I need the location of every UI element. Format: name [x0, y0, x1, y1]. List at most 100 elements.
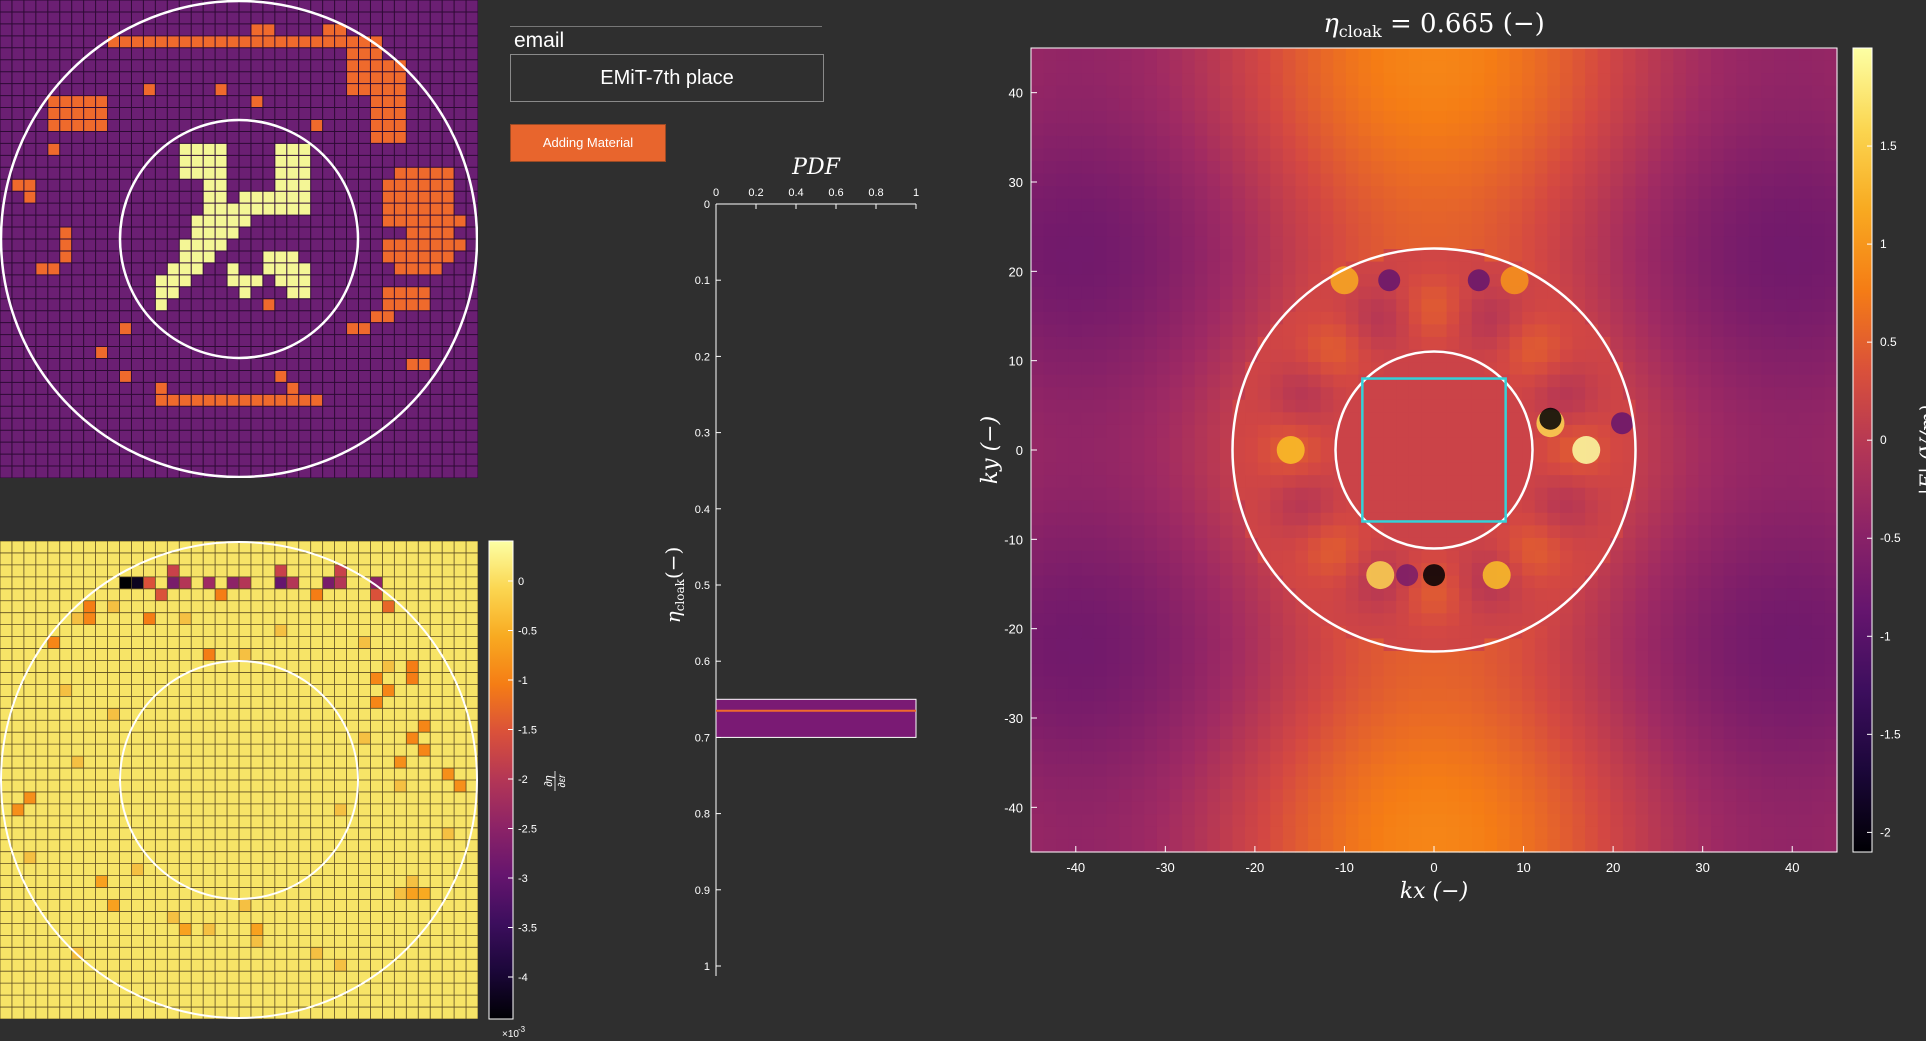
material-cell[interactable]	[418, 227, 431, 239]
material-cell[interactable]	[370, 35, 383, 48]
material-cell[interactable]	[47, 107, 60, 120]
material-cell[interactable]	[382, 203, 395, 216]
material-cell[interactable]	[442, 239, 455, 251]
material-cell[interactable]	[203, 35, 216, 48]
material-cell[interactable]	[23, 191, 36, 204]
material-cell[interactable]	[394, 119, 407, 132]
material-cell[interactable]	[47, 119, 60, 132]
material-cell[interactable]	[155, 394, 168, 407]
material-cell[interactable]	[23, 179, 36, 192]
material-cell[interactable]	[394, 71, 407, 84]
material-cell[interactable]	[250, 95, 263, 108]
material-cell[interactable]	[215, 83, 228, 96]
material-cell[interactable]	[71, 119, 84, 132]
material-cell[interactable]	[239, 35, 251, 48]
material-cell[interactable]	[382, 95, 395, 108]
material-cell[interactable]	[394, 250, 407, 263]
material-cell[interactable]	[406, 298, 419, 311]
material-cell[interactable]	[59, 107, 72, 120]
material-cell[interactable]	[370, 83, 383, 96]
material-cell[interactable]	[358, 83, 371, 96]
material-cell[interactable]	[442, 215, 455, 228]
material-cell[interactable]	[442, 227, 455, 239]
material-cell[interactable]	[406, 262, 419, 275]
material-cell[interactable]	[454, 215, 467, 228]
material-cell[interactable]	[334, 23, 347, 36]
material-cell[interactable]	[167, 35, 180, 48]
material-cell[interactable]	[382, 310, 395, 323]
material-cell[interactable]	[418, 286, 431, 299]
material-cell[interactable]	[418, 358, 431, 371]
material-cell[interactable]	[382, 239, 395, 251]
material-cell[interactable]	[262, 298, 275, 311]
material-cell[interactable]	[59, 119, 72, 132]
material-cell[interactable]	[95, 346, 108, 359]
material-cell[interactable]	[370, 131, 383, 144]
material-cell[interactable]	[286, 382, 299, 395]
material-cell[interactable]	[370, 119, 383, 132]
material-cell[interactable]	[382, 191, 395, 204]
material-cell[interactable]	[167, 394, 180, 407]
material-cell[interactable]	[370, 59, 383, 72]
material-cell[interactable]	[203, 394, 216, 407]
material-cell[interactable]	[382, 298, 395, 311]
material-cell[interactable]	[442, 203, 455, 216]
material-cell[interactable]	[394, 167, 407, 180]
material-cell[interactable]	[11, 179, 24, 192]
material-cell[interactable]	[394, 95, 407, 108]
material-cell[interactable]	[370, 71, 383, 84]
material-cell[interactable]	[418, 239, 431, 251]
material-cell[interactable]	[430, 262, 443, 275]
material-cell[interactable]	[382, 179, 395, 192]
material-cell[interactable]	[382, 59, 395, 72]
material-design-grid[interactable]	[0, 0, 478, 478]
material-cell[interactable]	[382, 107, 395, 120]
material-cell[interactable]	[394, 215, 407, 228]
material-cell[interactable]	[47, 262, 60, 275]
adding-material-button[interactable]: Adding Material	[510, 124, 666, 162]
material-cell[interactable]	[95, 95, 108, 108]
material-cell[interactable]	[95, 119, 108, 132]
material-cell[interactable]	[358, 71, 371, 84]
material-cell[interactable]	[370, 95, 383, 108]
material-cell[interactable]	[274, 394, 287, 407]
material-cell[interactable]	[215, 394, 228, 407]
material-cell[interactable]	[358, 35, 371, 48]
material-cell[interactable]	[143, 35, 156, 48]
material-cell[interactable]	[310, 394, 323, 407]
material-cell[interactable]	[274, 370, 287, 383]
material-cell[interactable]	[322, 23, 335, 36]
material-cell[interactable]	[107, 35, 120, 48]
material-cell[interactable]	[179, 35, 192, 48]
material-cell[interactable]	[406, 250, 419, 263]
material-cell[interactable]	[406, 227, 419, 239]
material-cell[interactable]	[322, 35, 335, 48]
material-cell[interactable]	[382, 286, 395, 299]
material-cell[interactable]	[370, 310, 383, 323]
material-cell[interactable]	[250, 35, 263, 48]
material-cell[interactable]	[346, 35, 359, 48]
material-cell[interactable]	[83, 119, 96, 132]
material-cell[interactable]	[394, 203, 407, 216]
material-cell[interactable]	[227, 35, 239, 48]
material-cell[interactable]	[59, 250, 72, 263]
material-cell[interactable]	[346, 59, 359, 72]
material-cell[interactable]	[83, 107, 96, 120]
material-cell[interactable]	[418, 262, 431, 275]
material-cell[interactable]	[286, 35, 299, 48]
material-cell[interactable]	[406, 203, 419, 216]
material-cell[interactable]	[442, 250, 455, 263]
material-cell[interactable]	[155, 35, 168, 48]
material-cell[interactable]	[406, 179, 419, 192]
material-cell[interactable]	[418, 179, 431, 192]
material-cell[interactable]	[430, 167, 443, 180]
material-cell[interactable]	[262, 35, 275, 48]
team-name-field[interactable]: EMiT-7th place	[510, 54, 824, 102]
material-cell[interactable]	[59, 239, 72, 251]
material-cell[interactable]	[394, 298, 407, 311]
material-cell[interactable]	[346, 47, 359, 60]
material-cell[interactable]	[394, 59, 407, 72]
material-cell[interactable]	[406, 191, 419, 204]
material-cell[interactable]	[119, 35, 132, 48]
material-cell[interactable]	[454, 239, 467, 251]
